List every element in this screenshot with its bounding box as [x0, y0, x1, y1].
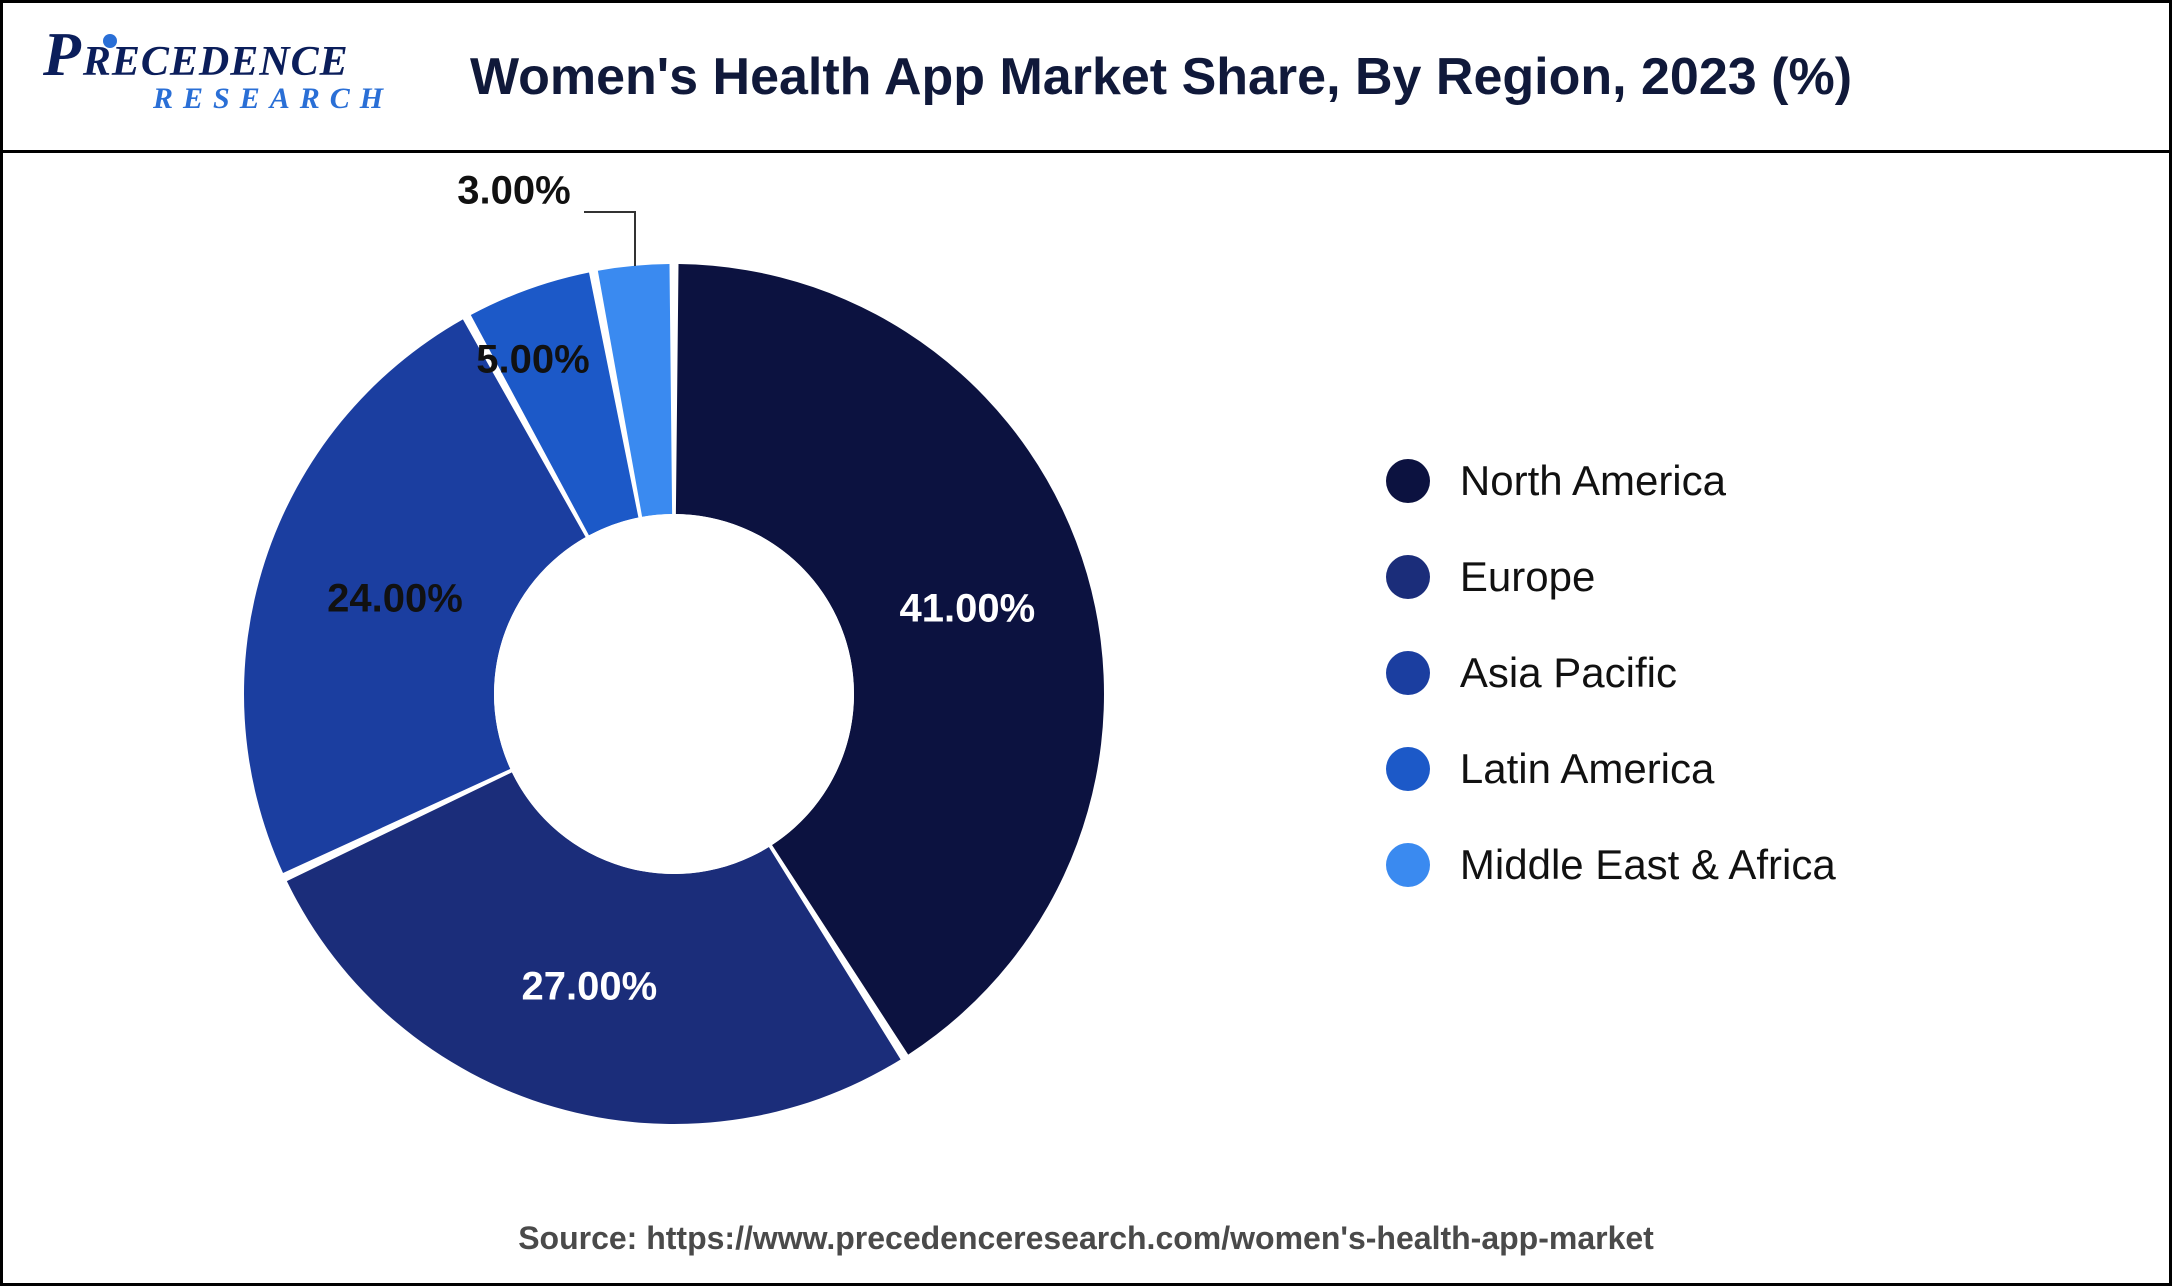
- legend-label: Middle East & Africa: [1460, 841, 1836, 889]
- legend-item: Asia Pacific: [1386, 649, 2169, 697]
- logo-letter: P: [43, 28, 81, 84]
- donut-hole: [494, 514, 854, 874]
- legend-item: Europe: [1386, 553, 2169, 601]
- logo-word: RECEDENCE: [83, 38, 349, 86]
- header: P RECEDENCE RESEARCH Women's Health App …: [3, 3, 2169, 153]
- content-area: 41.00%27.00%24.00%5.00%3.00% North Ameri…: [3, 153, 2169, 1193]
- chart-frame: P RECEDENCE RESEARCH Women's Health App …: [0, 0, 2172, 1286]
- leader-line: [584, 211, 634, 213]
- footer: Source: https://www.precedenceresearch.c…: [3, 1193, 2169, 1283]
- legend-swatch-icon: [1386, 843, 1430, 887]
- legend-item: Middle East & Africa: [1386, 841, 2169, 889]
- legend-swatch-icon: [1386, 459, 1430, 503]
- logo-subword: RESEARCH: [153, 82, 393, 116]
- legend-item: North America: [1386, 457, 2169, 505]
- donut-wrap: 41.00%27.00%24.00%5.00%3.00%: [224, 244, 1124, 1144]
- legend-swatch-icon: [1386, 747, 1430, 791]
- legend-item: Latin America: [1386, 745, 2169, 793]
- legend-label: Europe: [1460, 553, 1595, 601]
- legend-swatch-icon: [1386, 555, 1430, 599]
- legend: North America Europe Asia Pacific Latin Ame…: [1346, 153, 2169, 1193]
- logo-dot-icon: [103, 34, 117, 48]
- leader-line: [634, 211, 636, 266]
- legend-label: North America: [1460, 457, 1726, 505]
- slice-value-label: 3.00%: [457, 168, 570, 213]
- legend-swatch-icon: [1386, 651, 1430, 695]
- legend-label: Asia Pacific: [1460, 649, 1677, 697]
- source-text: Source: https://www.precedenceresearch.c…: [518, 1220, 1654, 1257]
- donut-svg: [224, 244, 1124, 1144]
- brand-logo: P RECEDENCE RESEARCH: [43, 28, 393, 116]
- legend-label: Latin America: [1460, 745, 1714, 793]
- donut-chart: 41.00%27.00%24.00%5.00%3.00%: [3, 153, 1346, 1193]
